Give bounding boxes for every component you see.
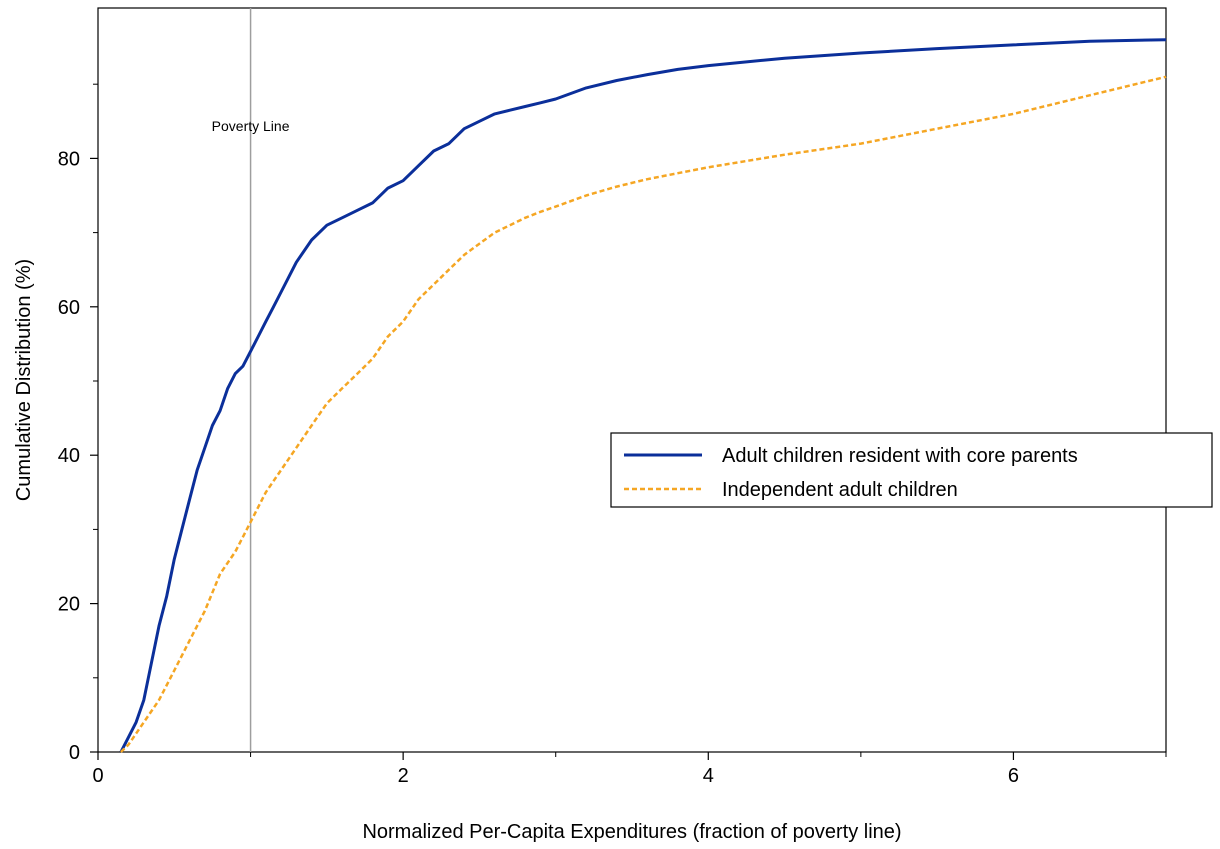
plot-area bbox=[97, 7, 1167, 753]
x-tick-label: 2 bbox=[398, 765, 409, 787]
y-tick-label: 60 bbox=[58, 297, 80, 319]
poverty-line-layer: Poverty Line bbox=[212, 8, 290, 752]
x-tick-label: 0 bbox=[92, 765, 103, 787]
series-line-core-parents bbox=[119, 38, 1167, 753]
series-line-independent bbox=[120, 75, 1167, 753]
x-tick-label: 4 bbox=[703, 765, 714, 787]
x-tick-label: 6 bbox=[1008, 765, 1019, 787]
y-axis-title: Cumulative Distribution (%) bbox=[13, 259, 35, 501]
y-tick-label: 20 bbox=[58, 594, 80, 616]
poverty-line-label: Poverty Line bbox=[212, 118, 290, 134]
legend-label-independent: Independent adult children bbox=[722, 479, 958, 501]
y-tick-label: 40 bbox=[58, 445, 80, 467]
legend-label-core-parents: Adult children resident with core parent… bbox=[722, 445, 1078, 467]
y-tick-label: 0 bbox=[69, 742, 80, 764]
legend-box bbox=[610, 432, 1213, 508]
series-layer bbox=[119, 38, 1167, 753]
legend: Adult children resident with core parent… bbox=[610, 432, 1213, 508]
y-tick-label: 80 bbox=[58, 148, 80, 170]
x-axis-title: Normalized Per-Capita Expenditures (frac… bbox=[362, 821, 901, 843]
